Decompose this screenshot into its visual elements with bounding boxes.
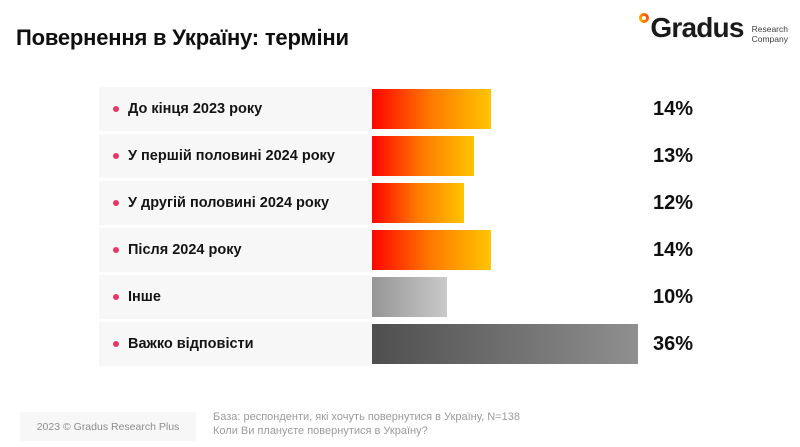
bullet-icon: [113, 153, 119, 159]
category-label: У першій половині 2024 року: [128, 148, 335, 164]
logo-tagline-line2: Company: [751, 33, 788, 44]
category-label: Важко відповісти: [128, 336, 254, 352]
source-base-line: База: респонденти, які хочуть повернутис…: [213, 411, 520, 423]
copyright-text: 2023 © Gradus Research Plus: [36, 420, 180, 433]
source-question-line: Коли Ви плануєте повернутися в Україну?: [213, 424, 428, 437]
bar-segment: [372, 136, 474, 176]
chart-row: Важко відповісти 36%: [0, 322, 800, 366]
value-label: 12%: [652, 192, 693, 214]
logo-tagline-line1: Research: [751, 24, 788, 34]
value-label: 13%: [652, 145, 693, 167]
gradus-ring-icon: [639, 13, 650, 23]
gradus-logo: Gradus Research Company: [639, 12, 788, 48]
page-title: Повернення в Україну: терміни: [16, 24, 349, 50]
value-label: 14%: [652, 98, 693, 120]
category-band: Важко відповісти: [99, 322, 372, 366]
bar-chart: До кінця 2023 року 14% У першій половині 2…: [0, 87, 800, 370]
category-band: У другій половині 2024 року: [99, 181, 372, 225]
logo-tagline: Research Company: [751, 24, 788, 44]
chart-row: Інше 10%: [0, 275, 800, 319]
chart-row: У другій половині 2024 року 12%: [0, 181, 800, 225]
chart-row: Після 2024 року 14%: [0, 228, 800, 272]
bar-segment: [372, 89, 491, 129]
category-label: Інше: [128, 289, 161, 305]
bar-segment: [372, 230, 491, 270]
copyright-badge: 2023 © Gradus Research Plus: [20, 412, 196, 441]
bar-segment: [372, 183, 464, 223]
value-label: 14%: [652, 239, 693, 261]
bar-segment: [372, 277, 447, 317]
category-label: Після 2024 року: [128, 242, 242, 258]
chart-row: У першій половині 2024 року 13%: [0, 134, 800, 178]
bullet-icon: [113, 200, 119, 206]
category-band: Після 2024 року: [99, 228, 372, 272]
bullet-icon: [113, 247, 119, 253]
source-note: База: респонденти, які хочуть повернутис…: [213, 411, 520, 438]
category-label: До кінця 2023 року: [128, 101, 263, 117]
value-label: 36%: [652, 333, 693, 355]
value-label: 10%: [652, 286, 693, 308]
category-label: У другій половині 2024 року: [128, 195, 330, 211]
bullet-icon: [113, 341, 119, 347]
bullet-icon: [113, 294, 119, 300]
chart-row: До кінця 2023 року 14%: [0, 87, 800, 131]
category-band: До кінця 2023 року: [99, 87, 372, 131]
logo-wordmark: Gradus: [650, 12, 744, 43]
bullet-icon: [113, 106, 119, 112]
category-band: Інше: [99, 275, 372, 319]
category-band: У першій половині 2024 року: [99, 134, 372, 178]
bar-segment: [372, 324, 638, 364]
